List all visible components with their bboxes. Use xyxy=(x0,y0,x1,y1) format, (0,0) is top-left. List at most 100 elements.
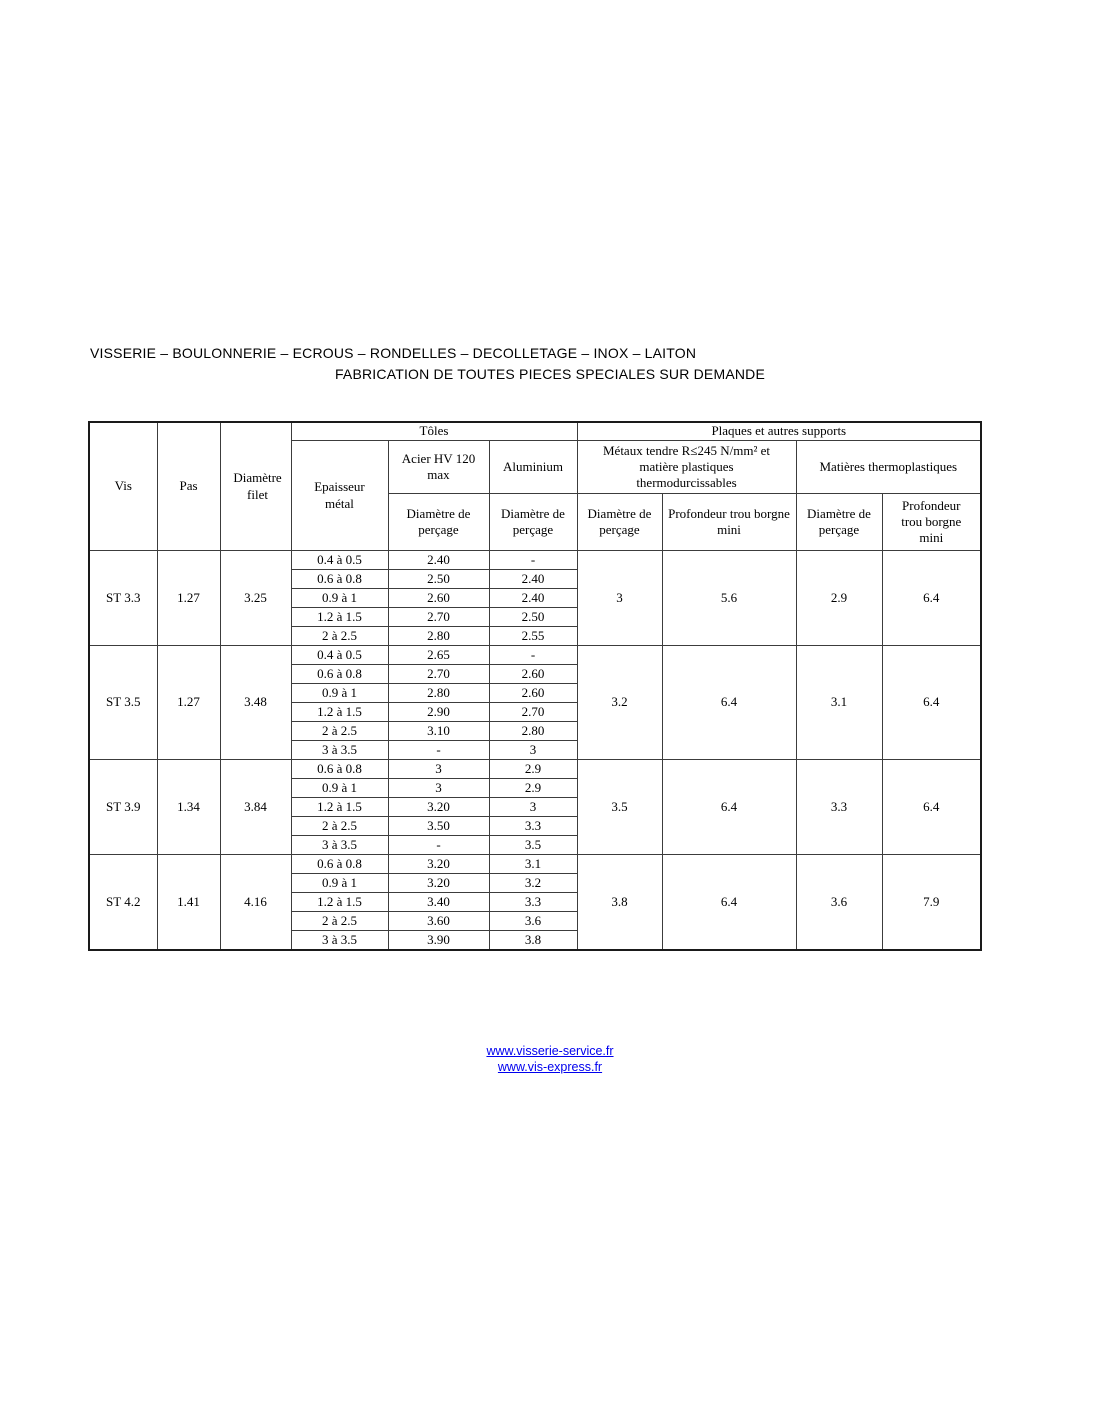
header-vis: Vis xyxy=(88,421,158,551)
header-thermoplastiques: Matières thermoplastiques xyxy=(795,440,982,494)
cell-acier: 3 xyxy=(387,759,490,779)
cell-acier: 3.20 xyxy=(387,854,490,874)
table-row: 0.6 à 0.8 2.70 2.60 xyxy=(89,664,981,684)
table-row: 1.2 à 1.5 2.90 2.70 xyxy=(89,702,981,722)
cell-alu: 3.6 xyxy=(488,911,578,931)
table-row: ST 3.5 1.27 3.48 0.4 à 0.5 2.65 - 3.2 6.… xyxy=(88,645,982,760)
link-vis-express[interactable]: www.vis-express.fr xyxy=(497,1060,603,1074)
cell-epaisseur: 2 à 2.5 xyxy=(290,816,389,836)
cell-acier: 3.10 xyxy=(387,721,490,741)
table-row: 2 à 2.5 3.50 3.3 xyxy=(89,816,981,836)
table-row: ST 4.2 1.41 4.16 0.6 à 0.8 3.20 3.1 3.8 … xyxy=(88,854,982,951)
cell-epaisseur: 0.6 à 0.8 xyxy=(290,854,389,874)
cell-metaux-diam: 3 xyxy=(576,550,663,646)
header-pas: Pas xyxy=(156,421,221,551)
cell-thermo-prof: 6.4 xyxy=(881,550,982,646)
cell-acier: 2.50 xyxy=(387,569,490,589)
table-row: 0.9 à 1 3 2.9 xyxy=(89,778,981,798)
cell-epaisseur: 0.6 à 0.8 xyxy=(290,569,389,589)
cell-epaisseur: 3 à 3.5 xyxy=(290,835,389,855)
cell-alu: 2.80 xyxy=(488,721,578,741)
cell-filet: 3.84 xyxy=(219,759,292,855)
cell-acier: 2.70 xyxy=(387,607,490,627)
header-diametre-percage-metaux: Diamètre de perçage xyxy=(576,493,663,551)
cell-acier: 3.20 xyxy=(387,797,490,817)
cell-alu: 2.40 xyxy=(488,588,578,608)
table-row: 3 à 3.5 - 3 xyxy=(89,740,981,760)
cell-epaisseur: 0.9 à 1 xyxy=(290,873,389,893)
cell-acier: 3.40 xyxy=(387,892,490,912)
cell-filet: 3.25 xyxy=(219,550,292,646)
cell-filet: 3.48 xyxy=(219,645,292,760)
cell-acier: 2.80 xyxy=(387,683,490,703)
cell-vis: ST 3.9 xyxy=(88,759,158,855)
cell-epaisseur: 0.9 à 1 xyxy=(290,588,389,608)
cell-acier: 2.65 xyxy=(387,645,490,665)
cell-alu: 3 xyxy=(488,797,578,817)
cell-pas: 1.41 xyxy=(156,854,221,951)
table-row: 2 à 2.5 3.60 3.6 xyxy=(89,911,981,931)
cell-epaisseur: 2 à 2.5 xyxy=(290,721,389,741)
cell-acier: - xyxy=(387,835,490,855)
cell-alu: 3.5 xyxy=(488,835,578,855)
header-diametre-percage-alu: Diamètre de perçage xyxy=(488,493,578,551)
cell-thermo-prof: 6.4 xyxy=(881,645,982,760)
table-row: ST 3.9 1.34 3.84 0.6 à 0.8 3 2.9 3.5 6.4… xyxy=(88,759,982,855)
cell-alu: 3.8 xyxy=(488,930,578,951)
header-acier: Acier HV 120 max xyxy=(387,440,490,494)
header-profondeur-metaux: Profondeur trou borgne mini xyxy=(661,493,797,551)
cell-acier: 3.20 xyxy=(387,873,490,893)
cell-metaux-prof: 5.6 xyxy=(661,550,797,646)
cell-epaisseur: 1.2 à 1.5 xyxy=(290,797,389,817)
table-row: 0.9 à 1 2.80 2.60 xyxy=(89,683,981,703)
cell-vis: ST 4.2 xyxy=(88,854,158,951)
drilling-spec-table: Vis Pas Diamètre filet Tôles Plaques et … xyxy=(88,421,983,951)
cell-metaux-prof: 6.4 xyxy=(661,645,797,760)
cell-alu: 2.55 xyxy=(488,626,578,646)
table-row: 3 à 3.5 - 3.5 xyxy=(89,835,981,855)
header-epaisseur-metal: Epaisseur métal xyxy=(290,440,389,551)
cell-acier: 3.50 xyxy=(387,816,490,836)
cell-alu: 2.70 xyxy=(488,702,578,722)
table-row: 0.9 à 1 2.60 2.40 xyxy=(89,588,981,608)
cell-epaisseur: 1.2 à 1.5 xyxy=(290,607,389,627)
cell-alu: 3.3 xyxy=(488,816,578,836)
cell-alu: 2.9 xyxy=(488,778,578,798)
cell-epaisseur: 0.6 à 0.8 xyxy=(290,664,389,684)
cell-pas: 1.34 xyxy=(156,759,221,855)
cell-alu: 3.1 xyxy=(488,854,578,874)
cell-vis: ST 3.3 xyxy=(88,550,158,646)
cell-acier: 2.90 xyxy=(387,702,490,722)
header-diametre-filet: Diamètre filet xyxy=(219,421,292,551)
cell-acier: 3.60 xyxy=(387,911,490,931)
cell-acier: - xyxy=(387,740,490,760)
table-row: 1.2 à 1.5 3.20 3 xyxy=(89,797,981,817)
cell-thermo-diam: 3.3 xyxy=(795,759,883,855)
cell-acier: 2.80 xyxy=(387,626,490,646)
page-title-line1: VISSERIE – BOULONNERIE – ECROUS – RONDEL… xyxy=(90,345,697,361)
cell-acier: 2.40 xyxy=(387,550,490,570)
cell-epaisseur: 2 à 2.5 xyxy=(290,626,389,646)
cell-metaux-diam: 3.8 xyxy=(576,854,663,951)
cell-epaisseur: 1.2 à 1.5 xyxy=(290,892,389,912)
cell-metaux-prof: 6.4 xyxy=(661,854,797,951)
cell-thermo-diam: 3.1 xyxy=(795,645,883,760)
cell-alu: 2.40 xyxy=(488,569,578,589)
cell-thermo-diam: 2.9 xyxy=(795,550,883,646)
cell-filet: 4.16 xyxy=(219,854,292,951)
cell-epaisseur: 0.4 à 0.5 xyxy=(290,645,389,665)
cell-acier: 3.90 xyxy=(387,930,490,951)
table-row: ST 3.3 1.27 3.25 0.4 à 0.5 2.40 - 3 5.6 … xyxy=(88,550,982,646)
cell-alu: - xyxy=(488,645,578,665)
cell-thermo-prof: 6.4 xyxy=(881,759,982,855)
page-title-line2: FABRICATION DE TOUTES PIECES SPECIALES S… xyxy=(334,366,766,382)
cell-metaux-diam: 3.5 xyxy=(576,759,663,855)
cell-alu: 3 xyxy=(488,740,578,760)
cell-epaisseur: 0.4 à 0.5 xyxy=(290,550,389,570)
table-row: 3 à 3.5 3.90 3.8 xyxy=(89,930,981,951)
link-visserie-service[interactable]: www.visserie-service.fr xyxy=(486,1044,614,1058)
table-row: 2 à 2.5 3.10 2.80 xyxy=(89,721,981,741)
cell-acier: 2.70 xyxy=(387,664,490,684)
cell-alu: 2.9 xyxy=(488,759,578,779)
